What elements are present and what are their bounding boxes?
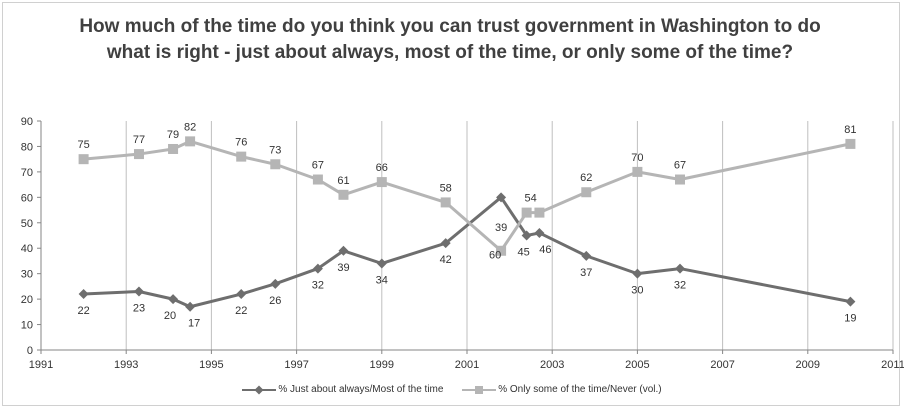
chart-frame [2,2,900,406]
y-tick-label: 70 [21,167,33,179]
series-2-data-label: 66 [376,162,388,174]
x-tick-label: 1997 [284,359,308,371]
y-tick-label: 10 [21,320,33,332]
series-1-data-label: 32 [674,280,686,292]
series-2-data-label: 81 [844,124,856,136]
series-2-point [185,136,196,147]
x-tick-label: 2003 [540,359,564,371]
series-1-point [133,286,144,297]
legend-swatch-series-1 [242,384,277,395]
y-tick-label: 60 [21,192,33,204]
series-1-data-label: 46 [539,244,551,256]
series-1-data-label: 26 [269,295,281,307]
series-1-data-label: 60 [489,249,501,261]
series-1-data-label: 17 [188,318,200,330]
series-1-data-label: 19 [844,313,856,325]
y-tick-label: 80 [21,141,33,153]
legend-label-series-1: % Just about always/Most of the time [278,384,444,395]
series-1-data-label: 37 [580,267,592,279]
series-2-point [270,159,281,170]
series-2-point [338,189,349,200]
x-tick-label: 1991 [29,359,53,371]
x-tick-label: 1993 [114,359,138,371]
series-2-data-label: 77 [133,134,145,146]
x-tick-label: 2005 [625,359,649,371]
series-1-point [312,263,323,274]
series-2-data-label: 73 [269,144,281,156]
series-1-point [632,268,643,279]
series-2-data-label: 54 [525,193,537,205]
series-1-point [236,289,247,300]
x-tick-label: 2007 [710,359,734,371]
series-1-point [338,245,349,256]
series-2-point [675,174,685,185]
series-2-point [376,177,387,188]
y-tick-label: 30 [21,269,33,281]
series-2-data-label: 76 [235,137,247,149]
y-tick-label: 20 [21,294,33,306]
x-tick-label: 2011 [881,359,904,371]
series-2-point [440,197,451,208]
series-2-point [133,149,144,160]
series-2-point [534,207,545,218]
series-1-data-label: 42 [440,254,452,266]
series-1-point [185,301,196,312]
series-2-data-label: 58 [440,182,452,194]
series-1-data-label: 22 [77,305,89,317]
y-tick-label: 0 [27,345,33,357]
series-2-point [521,207,532,218]
series-2-data-label: 79 [167,129,179,141]
legend: % Just about always/Most of the time % O… [0,384,904,398]
series-2-data-label: 67 [674,160,686,172]
x-tick-label: 1999 [370,359,394,371]
series-2-point [78,154,89,165]
series-2-data-label: 61 [337,175,349,187]
series-1-data-label: 22 [235,305,247,317]
series-1-point [376,258,387,269]
chart-title: How much of the time do you think you ca… [79,16,821,63]
y-tick-label: 50 [21,218,33,230]
series-1-point [440,238,451,249]
series-2-data-label: 70 [631,152,643,164]
series-1-data-label: 30 [631,285,643,297]
series-1-data-label: 32 [312,280,324,292]
series-1-point [534,227,545,238]
series-2-point [236,151,247,162]
legend-item-series-1: % Just about always/Most of the time [242,384,443,395]
series-2-data-label: 82 [184,121,196,133]
series-2-data-label: 75 [77,139,89,151]
legend-label-series-2: % Only some of the time/Never (vol.) [498,384,662,395]
series-1-data-label: 20 [164,310,176,322]
series-2-data-label: 39 [495,222,507,234]
x-tick-label: 2009 [796,359,820,371]
x-tick-label: 1995 [199,359,223,371]
series-1-point [496,192,507,203]
series-1-point [168,294,179,305]
legend-swatch-series-2 [462,385,497,395]
x-tick-label: 2001 [455,359,479,371]
series-1-point [521,230,532,241]
series-2-point [845,138,856,149]
series-1-data-label: 34 [376,274,388,286]
series-2-point [312,174,323,185]
series-2-point [168,143,179,154]
series-1-point [581,250,592,261]
y-tick-label: 40 [21,243,33,255]
y-tick-label: 90 [21,116,33,128]
series-2-data-label: 62 [580,172,592,184]
series-1-point [675,263,685,274]
series-1-point [270,278,281,289]
series-1-point [845,296,856,307]
series-1-data-label: 45 [518,247,530,259]
series-2-point [496,245,507,256]
series-1-data-label: 23 [133,302,145,314]
legend-item-series-2: % Only some of the time/Never (vol.) [462,384,662,395]
series-1-point [78,289,89,300]
series-2-point [581,187,592,198]
series-2-point [632,166,643,177]
series-1-data-label: 39 [337,262,349,274]
series-2-data-label: 67 [312,160,324,172]
